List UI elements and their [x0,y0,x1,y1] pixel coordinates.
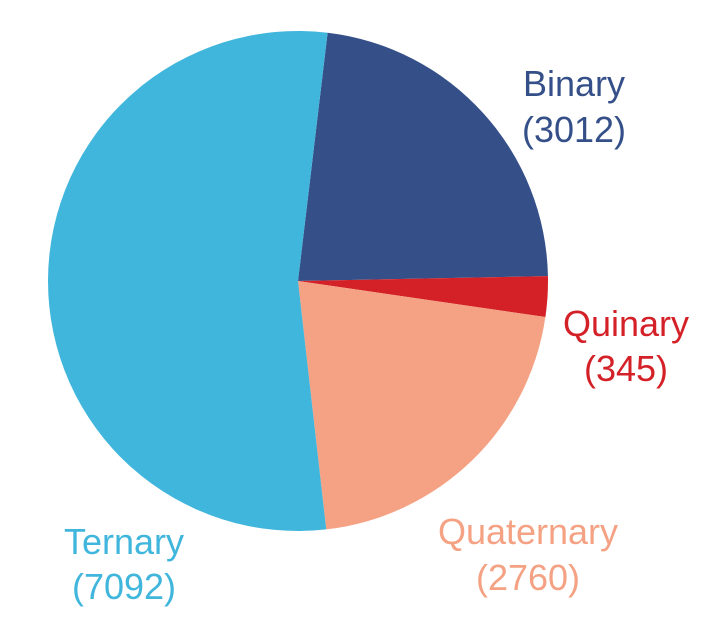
label-ternary-value: (7092) [72,566,176,607]
label-quaternary-value: (2760) [476,557,580,598]
label-quaternary-name: Quaternary [438,511,618,552]
pie-slice-quinary [298,276,548,318]
label-ternary-name: Ternary [64,521,184,562]
pie-slice-binary [298,32,548,282]
pie-slice-ternary [47,31,328,532]
label-quinary-value: (345) [584,348,668,389]
pie-slice-quaternary [298,281,546,530]
label-quinary-name: Quinary [563,303,689,344]
pie-slices [47,31,548,532]
label-binary-name: Binary [523,63,625,104]
label-binary-value: (3012) [522,109,626,150]
